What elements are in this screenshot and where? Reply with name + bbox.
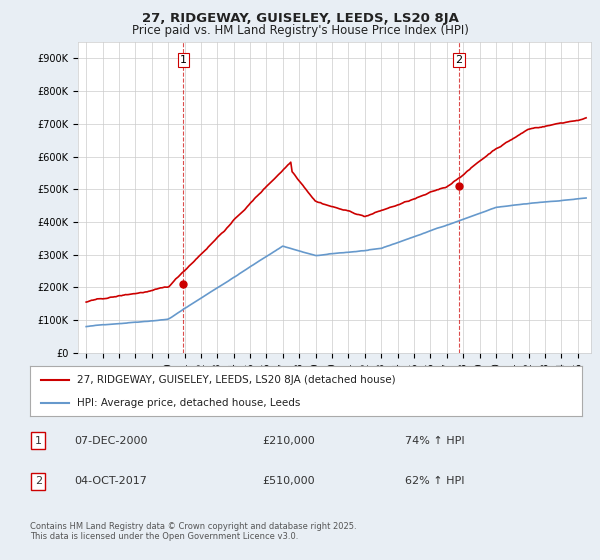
Text: 62% ↑ HPI: 62% ↑ HPI [406,476,465,486]
Text: 2: 2 [455,55,463,65]
Text: HPI: Average price, detached house, Leeds: HPI: Average price, detached house, Leed… [77,398,300,408]
Text: 1: 1 [180,55,187,65]
Text: £210,000: £210,000 [262,436,314,446]
Text: 27, RIDGEWAY, GUISELEY, LEEDS, LS20 8JA (detached house): 27, RIDGEWAY, GUISELEY, LEEDS, LS20 8JA … [77,375,395,385]
Text: 04-OCT-2017: 04-OCT-2017 [74,476,147,486]
Text: 74% ↑ HPI: 74% ↑ HPI [406,436,465,446]
Text: Price paid vs. HM Land Registry's House Price Index (HPI): Price paid vs. HM Land Registry's House … [131,24,469,37]
Text: Contains HM Land Registry data © Crown copyright and database right 2025.
This d: Contains HM Land Registry data © Crown c… [30,522,356,542]
Text: 1: 1 [35,436,42,446]
Text: £510,000: £510,000 [262,476,314,486]
Text: 2: 2 [35,476,42,486]
Text: 27, RIDGEWAY, GUISELEY, LEEDS, LS20 8JA: 27, RIDGEWAY, GUISELEY, LEEDS, LS20 8JA [142,12,458,25]
Text: 07-DEC-2000: 07-DEC-2000 [74,436,148,446]
